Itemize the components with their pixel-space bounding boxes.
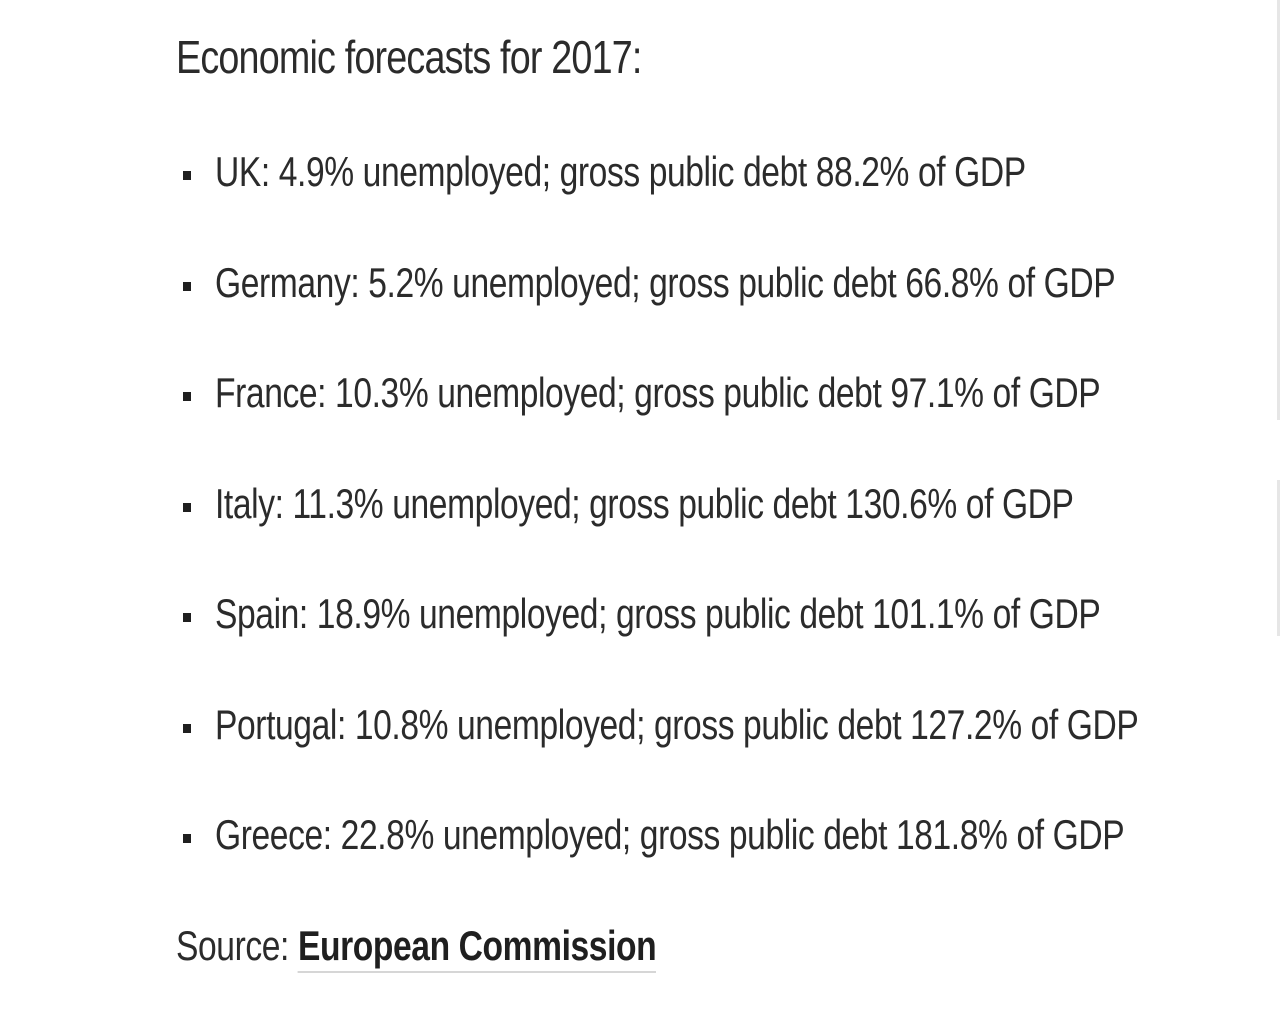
square-bullet-icon <box>183 502 191 512</box>
source-label: Source: <box>176 922 289 969</box>
forecast-uk: UK: 4.9% unemployed; gross public debt 8… <box>215 148 1026 195</box>
forecast-germany: Germany: 5.2% unemployed; gross public d… <box>215 258 1116 306</box>
forecast-portugal: Portugal: 10.8% unemployed; gross public… <box>215 700 1139 748</box>
forecast-greece: Greece: 22.8% unemployed; gross public d… <box>215 811 1125 858</box>
scroll-edge-lower <box>1277 480 1280 636</box>
page-title: Economic forecasts for 2017: <box>176 31 642 83</box>
forecast-france: France: 10.3% unemployed; gross public d… <box>215 369 1101 416</box>
source-link[interactable]: European Commission <box>297 922 657 973</box>
scroll-edge-upper <box>1277 0 1280 420</box>
square-bullet-icon <box>183 171 191 180</box>
square-bullet-icon <box>183 723 191 733</box>
square-bullet-icon <box>183 834 191 843</box>
square-bullet-icon <box>183 613 191 622</box>
square-bullet-icon <box>183 392 191 401</box>
forecast-italy: Italy: 11.3% unemployed; gross public de… <box>215 479 1074 527</box>
source-line: Source: European Commission <box>176 922 657 973</box>
forecast-spain: Spain: 18.9% unemployed; gross public de… <box>215 590 1101 637</box>
square-bullet-icon <box>183 281 191 291</box>
